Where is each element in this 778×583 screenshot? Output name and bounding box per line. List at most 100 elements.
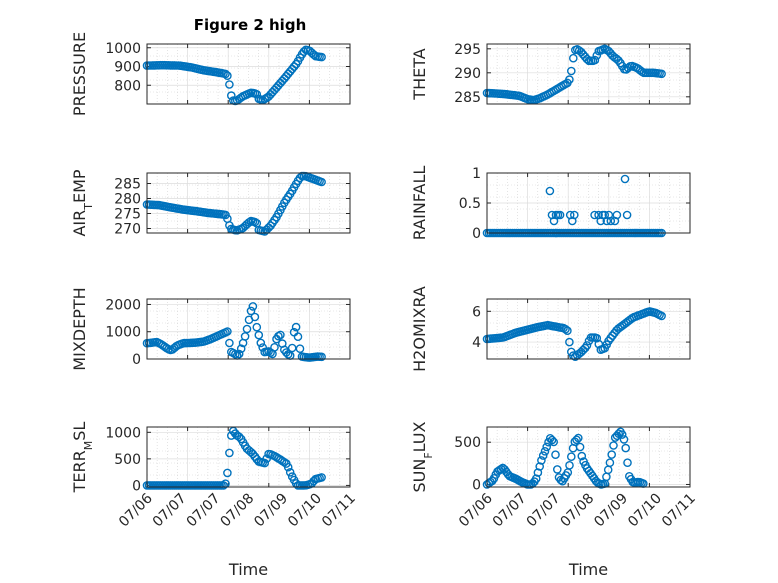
y-axis-label: AIRTEMP — [70, 169, 95, 236]
x-axis-label: Time — [568, 560, 608, 579]
data-point — [574, 433, 583, 443]
data-point — [276, 330, 285, 340]
data-point — [293, 332, 303, 342]
data-point — [234, 349, 244, 359]
data-point — [260, 458, 270, 468]
data-point — [590, 55, 600, 65]
y-tick-label: 800 — [114, 78, 141, 94]
data-point — [230, 349, 240, 359]
axes-frame — [486, 298, 691, 360]
y-tick-label: 295 — [454, 42, 481, 58]
axes-terr-msl: 05001000TERRMSL07/0607/0707/0707/0807/09… — [70, 422, 359, 579]
y-axis-label: THETA — [410, 48, 429, 100]
x-tick-label: 07/07 — [184, 491, 224, 531]
data-point — [582, 341, 592, 350]
data-point — [242, 324, 252, 334]
data-point — [555, 210, 565, 220]
data-point — [531, 474, 541, 484]
y-tick-label: 285 — [114, 177, 141, 193]
data-point — [542, 442, 552, 452]
axes-frame — [486, 172, 691, 234]
data-point — [551, 450, 560, 460]
data-point — [317, 52, 326, 62]
x-tick-label: 07/11 — [319, 491, 359, 531]
data-point — [250, 217, 260, 227]
data-point — [575, 442, 585, 452]
data-point — [226, 91, 236, 100]
y-axis-label: SUNFLUX — [410, 421, 435, 492]
x-tick-label: 07/07 — [490, 491, 530, 531]
axes-frame — [146, 172, 351, 234]
axes-mixdepth: 0 1000 2000 MIXDEPTH — [70, 287, 351, 371]
data-point — [617, 430, 627, 439]
data-point — [565, 337, 574, 347]
axes-frame — [486, 43, 691, 105]
y-tick-label: 0 — [132, 478, 141, 494]
figure-title: Figure 2 high — [194, 16, 307, 34]
y-tick-label: 1 — [472, 166, 481, 182]
data-point — [553, 465, 562, 474]
data-point — [226, 431, 236, 440]
y-axis-label: PRESSURE — [70, 32, 89, 116]
data-point — [545, 186, 555, 196]
data-point — [295, 344, 305, 354]
data-point — [623, 63, 633, 73]
data-point — [221, 69, 230, 79]
data-point — [274, 331, 283, 341]
x-tick-label: 07/10 — [625, 491, 665, 531]
y-tick-label: 1000 — [105, 41, 141, 57]
axes-sun-flux: 0500SUNFLUX07/0607/0707/0707/0807/0907/1… — [410, 421, 699, 579]
x-tick-label: 07/06 — [456, 490, 496, 530]
data-point — [252, 90, 262, 99]
x-tick-label: 07/09 — [251, 491, 291, 531]
axes-frame — [146, 426, 351, 488]
data-point — [225, 338, 234, 348]
y-axis-label: MIXDEPTH — [70, 287, 89, 370]
y-axis-label: H2OMIXRA — [410, 286, 429, 372]
y-tick-label: 270 — [114, 222, 141, 238]
axes-theta: 285 290 295 THETA — [410, 42, 691, 106]
data-point — [567, 66, 576, 76]
data-point — [600, 210, 610, 220]
axes-rainfall: 0 0.5 1 RAINFALL — [410, 166, 691, 242]
data-point — [246, 306, 256, 316]
data-point — [223, 468, 232, 478]
data-point — [317, 473, 326, 482]
y-tick-label: 1000 — [105, 425, 141, 441]
data-point — [540, 446, 550, 456]
y-tick-label: 275 — [114, 207, 141, 223]
y-tick-label: 0 — [472, 226, 481, 242]
data-point — [592, 333, 602, 343]
data-point — [283, 349, 293, 359]
x-tick-label: 07/11 — [659, 491, 699, 531]
y-tick-label: 500 — [114, 452, 141, 468]
data-point — [225, 80, 234, 89]
x-tick-label: 07/08 — [557, 491, 597, 531]
data-point — [605, 458, 615, 468]
data-point — [614, 429, 624, 439]
data-point — [622, 210, 632, 220]
data-point — [620, 174, 630, 184]
x-axis-label: Time — [228, 560, 268, 579]
y-tick-label: 4 — [472, 335, 481, 351]
data-point — [248, 302, 258, 311]
data-point — [270, 342, 279, 352]
data-point — [537, 456, 546, 465]
axes-frame — [486, 426, 691, 488]
data-point — [256, 338, 266, 348]
data-point — [606, 216, 616, 226]
data-point — [317, 352, 326, 362]
data-point — [252, 322, 262, 332]
data-point — [565, 460, 574, 470]
y-tick-label: 500 — [454, 435, 481, 451]
y-tick-label: 285 — [454, 90, 481, 106]
data-point — [657, 311, 666, 321]
data-point — [223, 71, 232, 80]
data-point — [619, 435, 629, 444]
data-point — [549, 437, 559, 447]
axes-h2omixra: 4 6 H2OMIXRA — [410, 286, 691, 372]
data-point — [577, 451, 587, 461]
x-tick-label: 07/09 — [591, 491, 631, 531]
x-tick-label: 07/08 — [217, 491, 257, 531]
